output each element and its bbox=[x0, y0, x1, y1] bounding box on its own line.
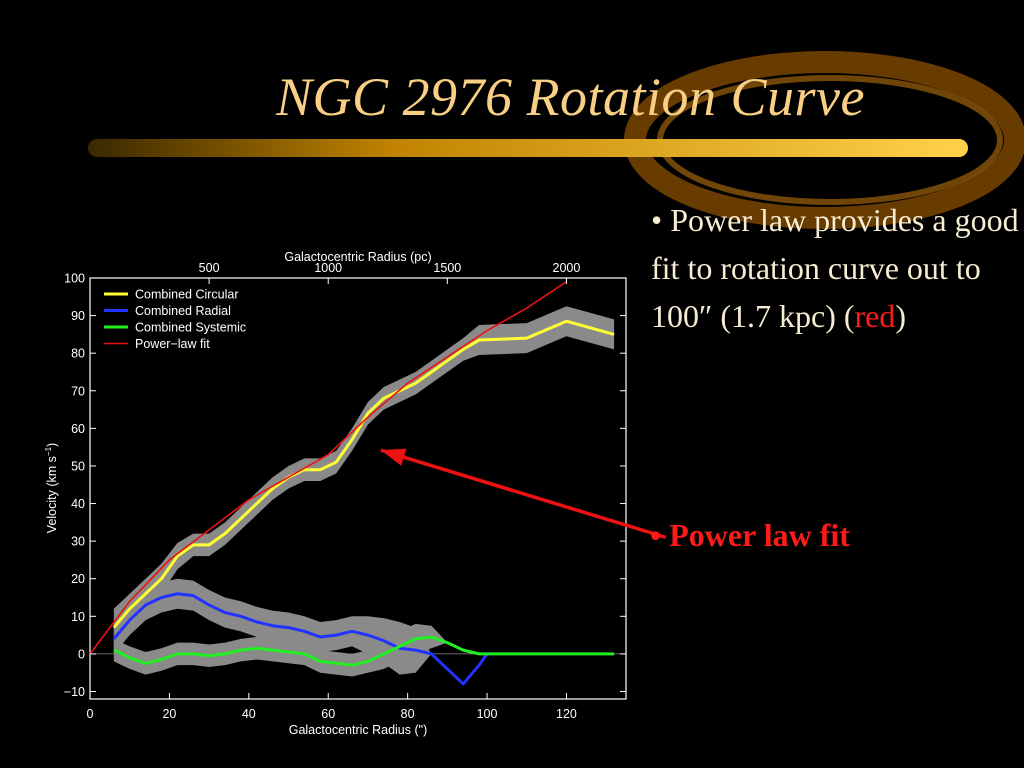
y-axis-label-superscript: −1 bbox=[44, 446, 53, 456]
top-tick-label: 500 bbox=[199, 261, 220, 275]
annotation-arrow bbox=[380, 448, 667, 540]
combined-circular-line bbox=[112, 319, 615, 629]
bullet-text: Power law fit bbox=[669, 517, 850, 553]
x-tick-label: 120 bbox=[556, 707, 577, 721]
bullet-text-end: ) bbox=[895, 298, 907, 334]
legend: Combined Circular Combined Radial Combined… bbox=[104, 288, 246, 351]
y-tick-label: 10 bbox=[71, 610, 85, 624]
x-tick-label: 0 bbox=[87, 707, 94, 721]
combined-radial-line bbox=[112, 592, 489, 686]
y-tick-label: 20 bbox=[71, 572, 85, 586]
y-tick-label: 30 bbox=[71, 535, 85, 549]
combined-systemic-line bbox=[113, 635, 615, 667]
x-axis-label: Galactocentric Radius (") bbox=[289, 723, 428, 737]
combined-systemic-band bbox=[113, 623, 615, 677]
bullet-text: Power law provides a good fit to rotatio… bbox=[651, 202, 1019, 334]
legend-entry-power-law-fit: Power−law fit bbox=[135, 337, 210, 351]
bullet-red-word: red bbox=[854, 298, 896, 334]
bullet-marker: • bbox=[650, 517, 662, 553]
y-axis-label-suffix: ) bbox=[45, 443, 59, 447]
top-tick-label: 2000 bbox=[553, 261, 581, 275]
slide-title: NGC 2976 Rotation Curve bbox=[276, 67, 865, 127]
y-tick-label: 80 bbox=[71, 347, 85, 361]
legend-entry-combined-radial: Combined Radial bbox=[135, 304, 231, 318]
x-tick-label: 20 bbox=[162, 707, 176, 721]
legend-entry-combined-circular: Combined Circular bbox=[135, 288, 239, 302]
y-axis-label-main: Velocity (km s bbox=[45, 456, 59, 533]
y-tick-label: 60 bbox=[71, 422, 85, 436]
bullet-power-law-fit: • Power law fit bbox=[650, 511, 850, 559]
x-tick-label: 80 bbox=[401, 707, 415, 721]
top-tick-label: 1500 bbox=[433, 261, 461, 275]
y-tick-label: 100 bbox=[64, 272, 85, 286]
y-tick-label: 40 bbox=[71, 497, 85, 511]
y-tick-label: 50 bbox=[71, 459, 85, 473]
series-lines bbox=[89, 281, 626, 686]
y-tick-label: 0 bbox=[78, 647, 85, 661]
y-tick-label: −10 bbox=[64, 685, 85, 699]
y-tick-label: 90 bbox=[71, 309, 85, 323]
x-tick-label: 40 bbox=[242, 707, 256, 721]
annotation-arrow-shaft bbox=[380, 448, 667, 540]
top-x-axis-label: Galactocentric Radius (pc) bbox=[284, 250, 431, 264]
power-law-fit-line bbox=[89, 281, 567, 655]
top-tick-label: 1000 bbox=[314, 261, 342, 275]
y-tick-label: 70 bbox=[71, 384, 85, 398]
legend-entry-combined-systemic: Combined Systemic bbox=[135, 321, 246, 335]
x-tick-label: 100 bbox=[477, 707, 498, 721]
swoosh-bar bbox=[88, 139, 968, 157]
x-tick-label: 60 bbox=[321, 707, 335, 721]
y-axis-label: Velocity (km s−1) bbox=[44, 443, 59, 533]
bullet-power-law-description: • Power law provides a good fit to rotat… bbox=[651, 196, 1021, 340]
annotation-arrow-head bbox=[380, 448, 407, 466]
bullet-marker: • bbox=[651, 202, 663, 238]
